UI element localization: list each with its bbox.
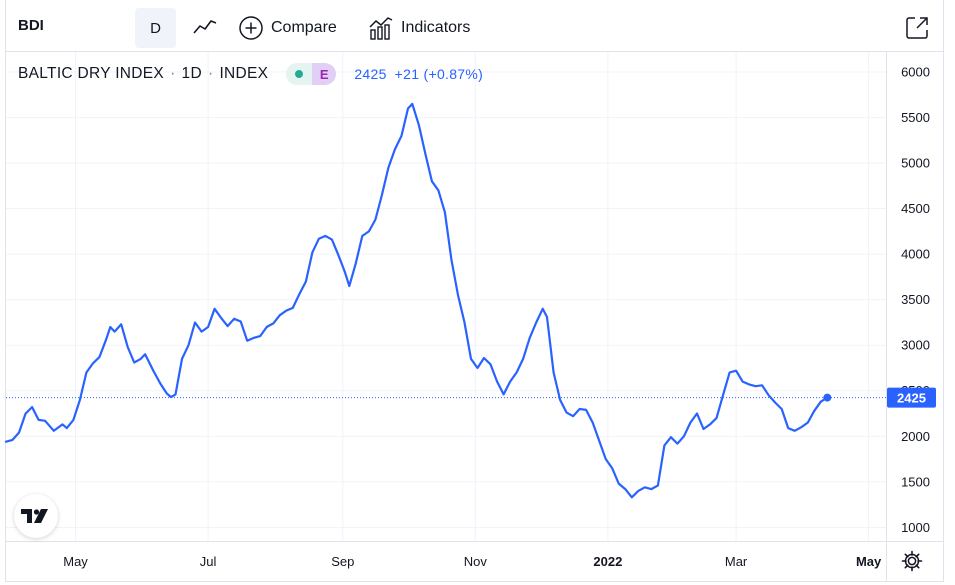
symbol-search-button[interactable]: BDI [18, 17, 44, 34]
chart-toolbar: BDI D Compare Indicators [6, 0, 943, 52]
y-tick-label: 4500 [901, 201, 930, 216]
last-price-label-group: 2425 [887, 387, 936, 408]
external-link-icon [906, 17, 928, 39]
indicators-label: Indicators [401, 19, 471, 36]
y-tick-label: 3000 [901, 338, 930, 353]
x-tick-label: Sep [331, 554, 354, 569]
legend-interval: 1D [181, 65, 202, 82]
legend-change: +21 (+0.87%) [394, 66, 484, 82]
y-tick-label: 3500 [901, 292, 930, 307]
price-axis: 1000150020002500300035004000450050005500… [886, 52, 930, 582]
indicators-button[interactable]: Indicators [368, 14, 470, 42]
y-tick-label: 5000 [901, 156, 930, 171]
x-tick-label: Mar [725, 554, 748, 569]
interval-button[interactable]: D [135, 8, 176, 48]
legend-symbol-name: BALTIC DRY INDEX [18, 65, 165, 82]
gear-icon [901, 550, 923, 572]
x-tick-label: 2022 [593, 554, 622, 569]
indicators-icon [369, 17, 393, 40]
y-tick-label: 2000 [901, 429, 930, 444]
compare-button[interactable]: Compare [238, 14, 337, 42]
interval-label: D [150, 19, 161, 37]
x-tick-label: May [856, 554, 882, 569]
y-tick-label: 1500 [901, 474, 930, 489]
legend-separator: · [207, 65, 214, 82]
market-status-pill[interactable]: E [286, 63, 337, 85]
compare-label: Compare [271, 19, 337, 36]
x-tick-label: Nov [464, 554, 488, 569]
chart-type-button[interactable] [190, 13, 220, 43]
chart-settings-button[interactable] [900, 549, 924, 573]
time-axis: May Jul Sep Nov 2022 Mar May [6, 541, 943, 569]
end-of-day-badge: E [312, 63, 337, 85]
y-tick-label: 6000 [901, 65, 930, 80]
y-tick-label: 4000 [901, 247, 930, 262]
series-line [4, 102, 829, 499]
series-legend: BALTIC DRY INDEX · 1D · INDEX E 2425 +21… [18, 63, 483, 85]
last-point-group [823, 393, 832, 402]
market-open-icon [286, 63, 312, 85]
last-point [823, 393, 832, 402]
chart-frame [5, 0, 944, 582]
legend-separator: · [170, 65, 176, 82]
line-chart-icon [193, 20, 217, 34]
open-in-new-window-button[interactable] [903, 14, 931, 42]
last-price-label-bg [887, 387, 936, 408]
tradingview-logo[interactable] [14, 494, 58, 538]
chart-grid [6, 52, 886, 541]
x-tick-label: Jul [200, 554, 217, 569]
plus-circle-icon [239, 16, 263, 40]
y-tick-label: 5500 [901, 110, 930, 125]
last-price-label: 2425 [897, 391, 926, 406]
legend-last-price: 2425 [354, 66, 387, 82]
x-tick-label: May [63, 554, 88, 569]
y-tick-label: 1000 [901, 520, 930, 535]
legend-exchange: INDEX [219, 65, 269, 82]
tradingview-logo-icon [21, 509, 48, 523]
